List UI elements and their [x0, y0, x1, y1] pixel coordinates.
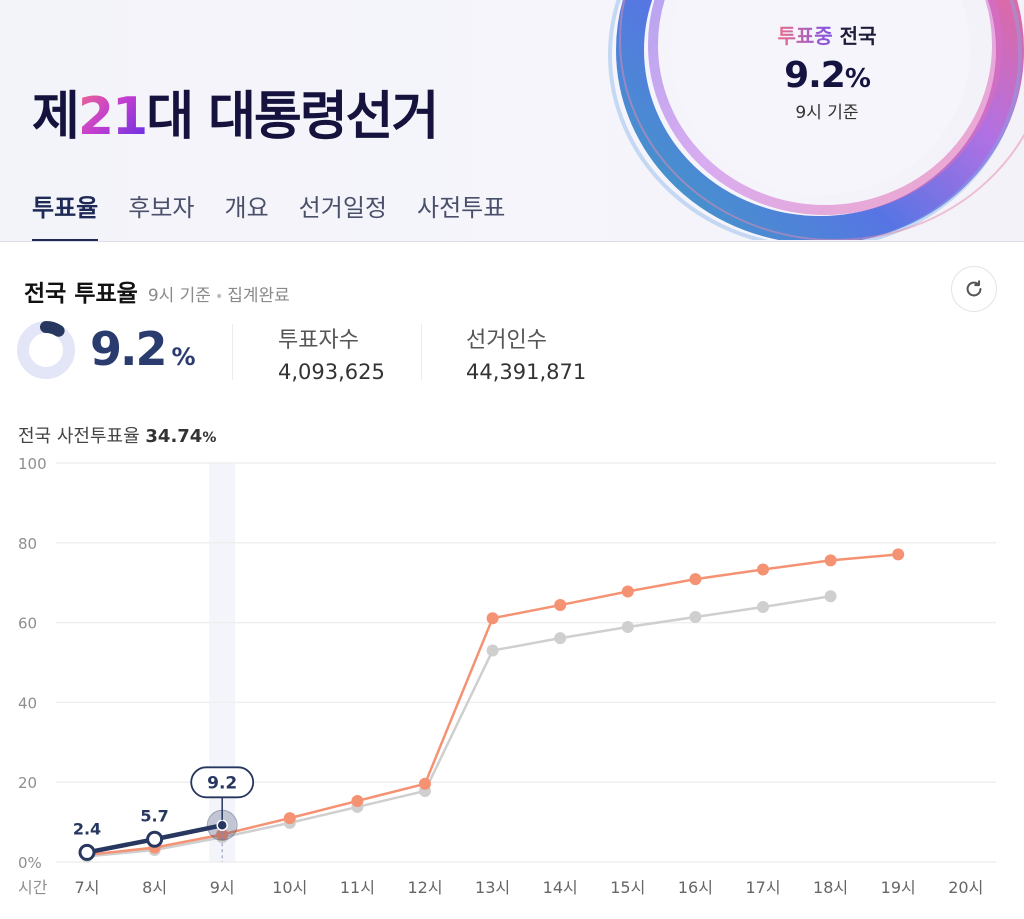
data-label: 5.7 [140, 806, 168, 825]
y-tick-label: 80 [18, 535, 37, 553]
data-point [486, 612, 499, 625]
tab-turnout[interactable]: 투표율 [32, 188, 99, 241]
hero-rate-unit: % [844, 64, 871, 94]
y-tick-label: 60 [18, 615, 37, 633]
data-label: 2.4 [73, 819, 101, 838]
tab-candidates[interactable]: 후보자 [128, 194, 195, 222]
refresh-icon [966, 280, 982, 297]
refresh-button[interactable] [951, 266, 997, 312]
early-voting-unit: % [202, 430, 217, 446]
tab-overview[interactable]: 개요 [224, 194, 269, 222]
data-point [486, 644, 499, 657]
data-point [283, 812, 296, 825]
tooltip-value: 9.2 [207, 773, 237, 793]
hero-base-time: 9시 기준 [795, 103, 859, 123]
x-tick-label: 18시 [813, 878, 848, 897]
x-tick-label: 19시 [881, 878, 916, 897]
tab-bar: 투표율 후보자 개요 선거일정 사전투표 [32, 188, 535, 241]
electorate-label: 선거인수 [466, 328, 547, 353]
x-tick-label: 12시 [407, 878, 442, 897]
divider [421, 324, 422, 380]
y-tick-label: 20 [18, 774, 37, 792]
x-tick-label: 14시 [543, 878, 578, 897]
data-point [824, 554, 837, 567]
data-point [419, 777, 431, 790]
hero-banner: 제21대 대통령선거 투표중 전국 9.2% 9시 기준 투표율 후보자 개요 … [0, 0, 1024, 242]
x-tick-label: 10시 [272, 878, 307, 897]
data-point [689, 573, 702, 586]
x-tick-label: 7시 [75, 878, 100, 897]
tooltip-bubble [190, 766, 255, 799]
x-tick-label: 9시 [210, 878, 235, 897]
title-suffix: 대 대통령선거 [146, 87, 439, 147]
tab-schedule[interactable]: 선거일정 [298, 194, 387, 222]
early-voting-label: 전국 사전투표율 [18, 426, 140, 447]
data-point [216, 828, 229, 841]
data-point [351, 794, 364, 807]
count-status: 집계완료 [227, 286, 290, 306]
hero-rate-value: 9.2 [784, 55, 846, 96]
data-point [689, 611, 702, 624]
live-turnout-box: 투표중 전국 9.2% 9시 기준 [742, 20, 912, 123]
section-base-time: 9시 기준 [147, 286, 211, 306]
x-tick-label: 11시 [340, 878, 375, 897]
early-voting-value: 34.74 [145, 426, 203, 447]
data-point [621, 620, 634, 633]
x-tick-label: 20시 [948, 878, 983, 897]
data-point-current [78, 843, 96, 861]
data-point [892, 548, 905, 561]
turnout-stats: 9.2% 투표자수 4,093,625 선거인수 44,391,871 [16, 318, 716, 388]
title-prefix: 제 [32, 87, 80, 147]
voting-status: 투표중 전국 [742, 20, 912, 49]
data-point [824, 590, 837, 603]
section-header: 전국 투표율 9시 기준 • 집계완료 [24, 274, 290, 308]
x-tick-label: 17시 [745, 878, 780, 897]
x-tick-label: 13시 [475, 878, 510, 897]
series-line-previous-grey [86, 595, 831, 858]
voters-value: 4,093,625 [278, 360, 385, 384]
page-title: 제21대 대통령선거 [32, 74, 439, 149]
data-point-current [216, 819, 228, 832]
status-region: 전국 [839, 24, 877, 48]
series-line-previous-orange [86, 553, 899, 857]
status-label: 투표중 [777, 24, 833, 48]
tab-early-voting[interactable]: 사전투표 [417, 194, 506, 222]
data-point [621, 585, 634, 598]
turnout-rate-value: 9.2 [90, 322, 167, 376]
voters-stat: 투표자수 4,093,625 [278, 322, 385, 384]
x-tick-label: 16시 [678, 878, 713, 897]
turnout-donut [17, 321, 75, 379]
line-chart: 0% 20 40 60 80 100 시간 7시 8시 9시 10시 11시 12시 13시 14시 15시 1… [18, 455, 996, 897]
turnout-rate: 9.2% [90, 322, 196, 376]
turnout-rate-unit: % [171, 343, 196, 371]
y-tick-label: 100 [18, 455, 47, 473]
early-voting-rate: 전국 사전투표율 34.74% [18, 422, 216, 448]
electorate-stat: 선거인수 44,391,871 [466, 322, 586, 384]
y-tick-label: 0% [18, 854, 42, 872]
decorative-swirl [608, 0, 1024, 240]
x-tick-label: 15시 [610, 878, 645, 897]
divider [232, 324, 233, 380]
section-title: 전국 투표율 [24, 281, 138, 307]
data-point [757, 563, 769, 576]
x-tick-label: 8시 [142, 878, 167, 897]
hero-rate: 9.2% [742, 55, 912, 96]
electorate-value: 44,391,871 [466, 360, 587, 384]
separator-dot: • [214, 289, 224, 305]
data-point [757, 601, 769, 614]
turnout-chart: 0% 20 40 60 80 100 시간 7시 8시 9시 10시 11시 12시 13시 14시 15시 1… [0, 450, 1024, 919]
title-number: 21 [77, 87, 148, 147]
data-point [554, 632, 567, 645]
y-tick-label: 40 [18, 694, 37, 712]
data-point [554, 599, 567, 612]
voters-label: 투표자수 [278, 328, 359, 353]
x-axis-label: 시간 [18, 878, 48, 897]
data-point-current [146, 830, 164, 848]
